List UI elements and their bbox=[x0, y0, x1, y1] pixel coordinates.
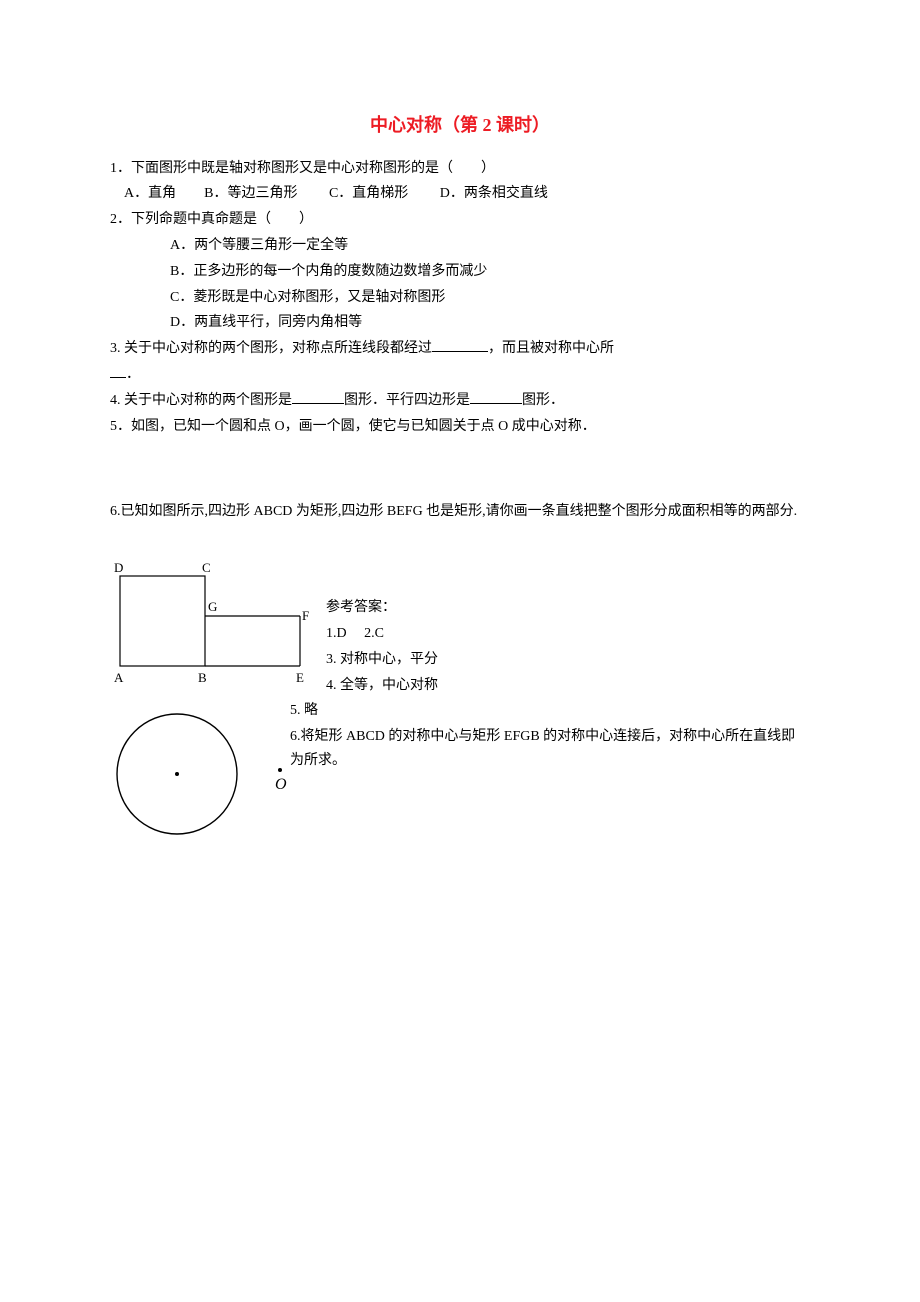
q3-text-b: ，而且被对称中心所 bbox=[488, 341, 614, 356]
label-B: B bbox=[198, 670, 207, 685]
q3-text-c: ． bbox=[126, 367, 140, 382]
q4-blank-2 bbox=[470, 389, 522, 404]
q4-blank-1 bbox=[292, 389, 344, 404]
label-O: O bbox=[275, 776, 287, 793]
q4-text-b: 图形．平行四边形是 bbox=[344, 393, 470, 408]
q3-blank-2 bbox=[110, 363, 126, 378]
answers-block: 参考答案： 1.D 2.C 3. 对称中心，平分 4. 全等，中心对称 5. 略… bbox=[326, 596, 806, 775]
answers-head: 参考答案： bbox=[326, 596, 806, 620]
answers-3: 4. 全等，中心对称 bbox=[326, 674, 806, 698]
q4-text-c: 图形． bbox=[522, 393, 564, 408]
q2-stem: 2．下列命题中真命题是（ ） bbox=[110, 208, 810, 232]
label-E: E bbox=[296, 670, 304, 685]
page-title: 中心对称（第 2 课时） bbox=[110, 110, 810, 141]
q1-options: A．直角 B．等边三角形 C．直角梯形 D．两条相交直线 bbox=[110, 182, 810, 206]
q2-opt-d: D．两直线平行，同旁内角相等 bbox=[110, 311, 810, 335]
q2-opt-c: C．菱形既是中心对称图形，又是轴对称图形 bbox=[110, 286, 810, 310]
label-A: A bbox=[114, 670, 124, 685]
label-G: G bbox=[208, 599, 217, 614]
q1-stem: 1．下面图形中既是轴对称图形又是中心对称图形的是（ ） bbox=[110, 157, 810, 181]
figures-area: D C G F A B E O 参考答案： 1.D 2.C 3. 对称中心，平分… bbox=[110, 526, 810, 866]
answers-4: 5. 略 bbox=[290, 699, 806, 723]
q5: 5．如图，已知一个圆和点 O，画一个圆，使它与已知圆关于点 O 成中心对称． bbox=[110, 415, 810, 439]
q6: 6.已知如图所示,四边形 ABCD 为矩形,四边形 BEFG 也是矩形,请你画一… bbox=[110, 500, 810, 524]
spacer bbox=[110, 440, 810, 500]
answers-5: 6.将矩形 ABCD 的对称中心与矩形 EFGB 的对称中心连接后，对称中心所在… bbox=[290, 725, 806, 773]
answers-1: 1.D 2.C bbox=[326, 622, 806, 646]
q3-text-a: 3. 关于中心对称的两个图形，对称点所连线段都经过 bbox=[110, 341, 432, 356]
page: 中心对称（第 2 课时） 1．下面图形中既是轴对称图形又是中心对称图形的是（ ）… bbox=[0, 0, 920, 1302]
q4-text-a: 4. 关于中心对称的两个图形是 bbox=[110, 393, 292, 408]
figure-rectangles: D C G F A B E bbox=[110, 556, 310, 686]
q3-line2: ． bbox=[110, 363, 810, 387]
label-D: D bbox=[114, 560, 123, 575]
q2-opt-b: B．正多边形的每一个内角的度数随边数增多而减少 bbox=[110, 260, 810, 284]
q3-blank-1 bbox=[432, 337, 488, 352]
q4: 4. 关于中心对称的两个图形是 图形．平行四边形是 图形． bbox=[110, 389, 810, 413]
label-C: C bbox=[202, 560, 211, 575]
q2-opt-a: A．两个等腰三角形一定全等 bbox=[110, 234, 810, 258]
answers-2: 3. 对称中心，平分 bbox=[326, 648, 806, 672]
label-F: F bbox=[302, 608, 309, 623]
q3-line1: 3. 关于中心对称的两个图形，对称点所连线段都经过 ，而且被对称中心所 bbox=[110, 337, 810, 361]
